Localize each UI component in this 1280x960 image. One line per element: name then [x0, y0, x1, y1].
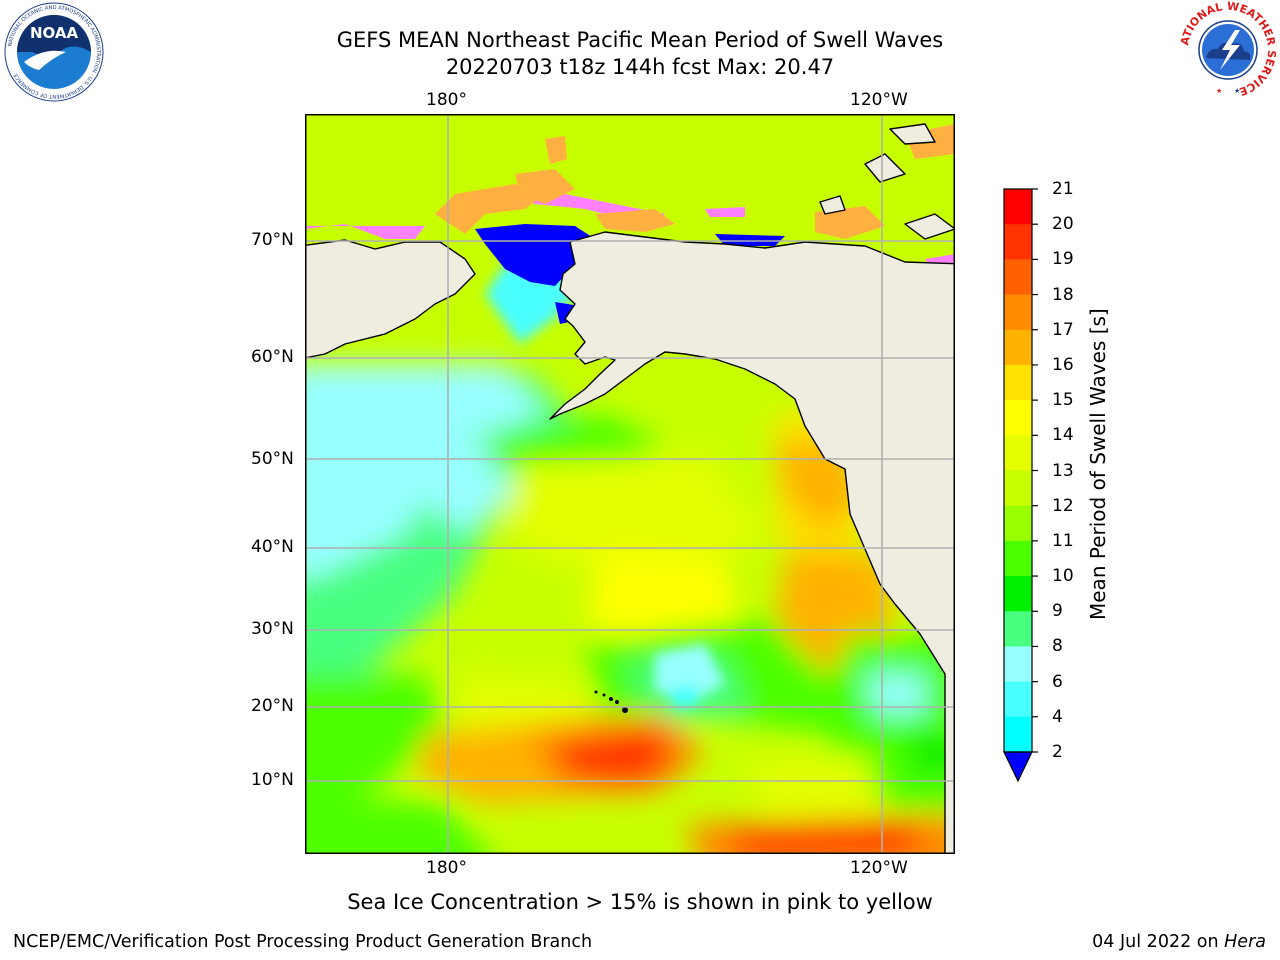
colorbar-segment — [1004, 259, 1032, 296]
lat-label-10n: 10°N — [251, 770, 294, 790]
colorbar-segment — [1004, 224, 1032, 260]
colorbar-segment — [1004, 294, 1032, 331]
land-north-america — [549, 231, 955, 854]
colorbar-tick-label: 9 — [1052, 601, 1063, 622]
colorbar-tick-label: 18 — [1052, 284, 1074, 305]
colorbar-tick-label: 8 — [1052, 636, 1063, 657]
colorbar-segment — [1004, 646, 1032, 683]
land-arctic-island-2 — [904, 213, 955, 240]
colorbar-tick-label: 15 — [1052, 390, 1074, 411]
colorbar-segment — [1004, 329, 1032, 366]
colorbar-tick-label: 10 — [1052, 566, 1074, 587]
footer-date: 04 Jul 2022 on Hera — [1092, 932, 1266, 952]
colorbar-segment — [1004, 189, 1032, 225]
colorbar-tick-label: 17 — [1052, 319, 1074, 340]
colorbar-tick-label: 21 — [1052, 179, 1074, 199]
lat-label-40n: 40°N — [251, 537, 294, 557]
noaa-logo: NATIONAL OCEANIC AND ATMOSPHERIC ADMINIS… — [4, 2, 104, 106]
lon-label-top-120w: 120°W — [850, 90, 908, 110]
colorbar-segment — [1004, 611, 1032, 647]
lon-label-bottom-180: 180° — [426, 858, 467, 878]
colorbar-extend-arrow — [1003, 751, 1033, 783]
colorbar-tick-label: 12 — [1052, 495, 1074, 516]
colorbar-segment — [1004, 435, 1032, 471]
colorbar — [996, 184, 1076, 788]
page-subtitle: 20220703 t18z 144h fcst Max: 20.47 — [445, 55, 835, 79]
svg-text:★: ★ — [1234, 87, 1240, 95]
lon-label-bottom-120w: 120°W — [850, 858, 908, 878]
colorbar-segment — [1004, 716, 1032, 753]
colorbar-segment — [1004, 576, 1032, 612]
arctic-ice-region — [305, 124, 955, 324]
map-panel — [305, 114, 955, 858]
colorbar-tick-label: 13 — [1052, 460, 1074, 481]
colorbar-segment — [1004, 505, 1032, 542]
land-siberia — [305, 239, 476, 359]
footer-date-text: 04 Jul 2022 on — [1092, 932, 1225, 952]
land-arctic-island-3 — [889, 123, 936, 145]
colorbar-tick-label: 2 — [1052, 742, 1063, 762]
land-masses — [305, 123, 955, 854]
map-frame — [305, 114, 955, 854]
footer-credit: NCEP/EMC/Verification Post Processing Pr… — [13, 932, 593, 952]
sea-ice-note: Sea Ice Concentration > 15% is shown in … — [347, 890, 933, 914]
swell-period-map — [305, 114, 955, 854]
colorbar-tick-label: 16 — [1052, 354, 1074, 375]
colorbar-label: Mean Period of Swell Waves [s] — [1086, 308, 1110, 620]
land-arctic-island-4 — [819, 195, 846, 215]
lat-label-70n: 70°N — [251, 230, 294, 250]
noaa-logo-icon: NATIONAL OCEANIC AND ATMOSPHERIC ADMINIS… — [4, 2, 104, 102]
hawaii-islands — [594, 690, 628, 713]
colorbar-segment — [1004, 470, 1032, 507]
colorbar-segment — [1004, 364, 1032, 401]
colorbar-tick-label: 4 — [1052, 706, 1063, 727]
footer-host: Hera — [1224, 932, 1266, 952]
colorbar-tick-label: 19 — [1052, 249, 1074, 270]
colorbar-segment — [1004, 681, 1032, 718]
page-title: GEFS MEAN Northeast Pacific Mean Period … — [336, 28, 944, 52]
lat-label-30n: 30°N — [251, 619, 294, 639]
svg-text:★: ★ — [1216, 87, 1222, 95]
nws-logo: NATIONAL WEATHER SERVICE ★ ★ — [1173, 0, 1278, 104]
swell-period-shading — [305, 364, 955, 854]
colorbar-segment — [1004, 400, 1032, 436]
colorbar-tick-label: 6 — [1052, 671, 1063, 692]
nws-logo-icon: NATIONAL WEATHER SERVICE ★ ★ — [1173, 0, 1278, 99]
graticule — [305, 114, 955, 854]
land-arctic-island-1 — [864, 153, 906, 183]
colorbar-tick-label: 11 — [1052, 530, 1074, 551]
noaa-logo-text: NOAA — [30, 24, 79, 42]
colorbar-tick-label: 20 — [1052, 214, 1074, 235]
colorbar-svg — [1003, 188, 1038, 783]
lat-label-60n: 60°N — [251, 347, 294, 367]
lon-label-top-180: 180° — [426, 90, 467, 110]
lat-label-20n: 20°N — [251, 696, 294, 716]
colorbar-tick-label: 14 — [1052, 425, 1074, 446]
colorbar-segment — [1004, 540, 1032, 577]
lat-label-50n: 50°N — [251, 449, 294, 469]
